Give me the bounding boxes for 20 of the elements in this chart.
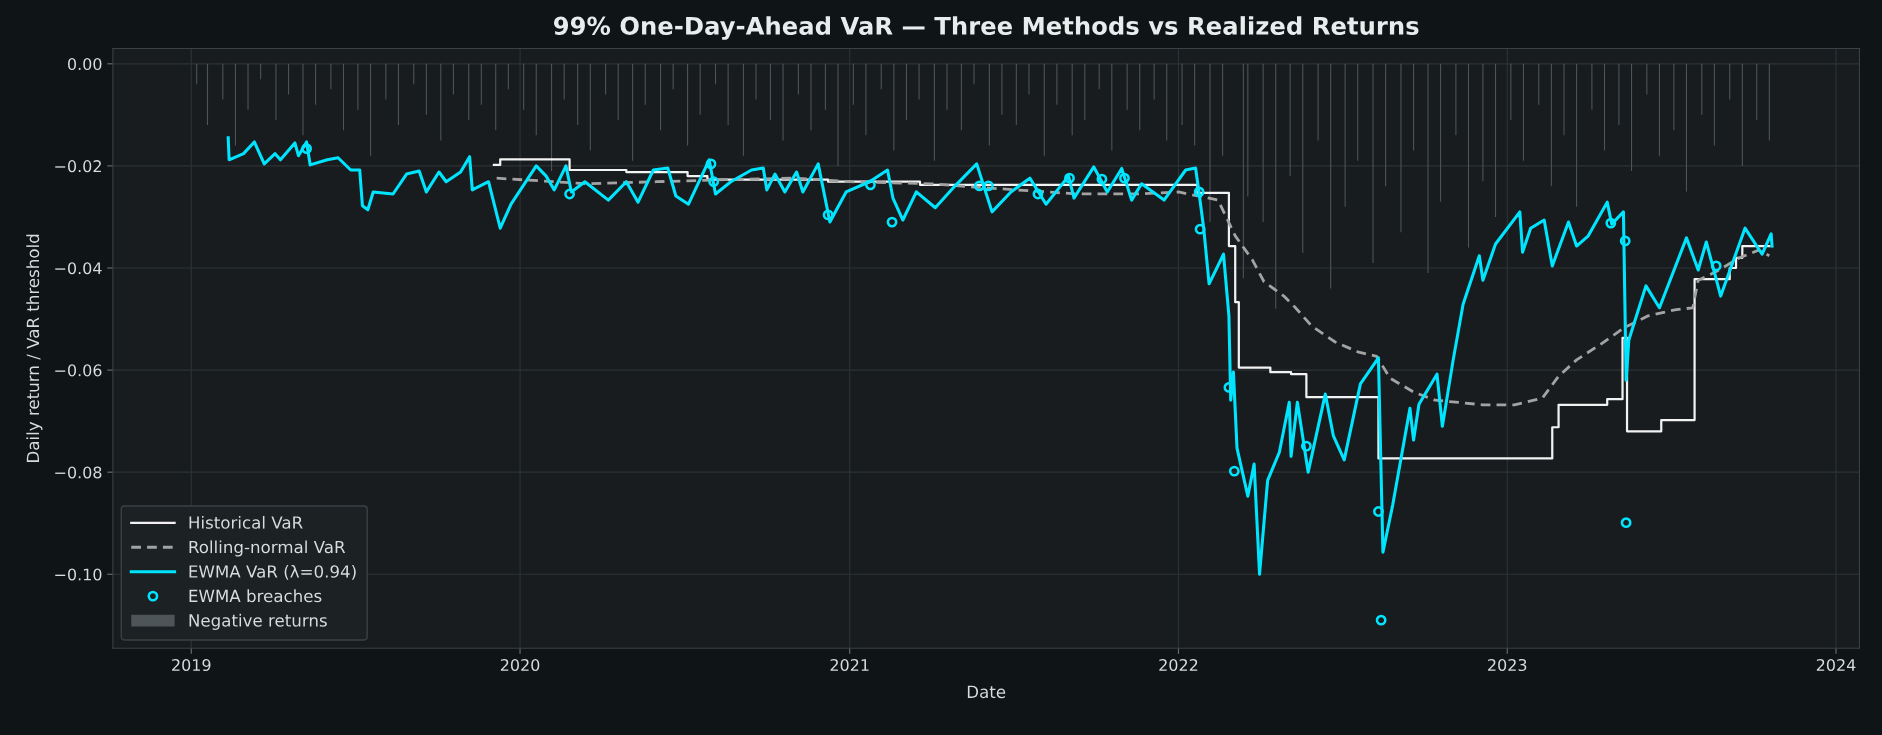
y-axis-title: Daily return / VaR threshold (26, 234, 43, 462)
y-tick-label: −0.02 (55, 160, 101, 173)
y-tick-label: −0.08 (55, 466, 102, 479)
x-tick-label: 2022 (1159, 658, 1198, 672)
legend-label: Rolling-normal VaR (189, 540, 346, 557)
x-tick-label: 2023 (1488, 658, 1527, 672)
x-tick-label: 2021 (830, 658, 869, 672)
legend-label: EWMA VaR (λ=0.94) (189, 564, 356, 580)
y-tick-label: −0.10 (55, 568, 102, 581)
x-tick-label: 2024 (1816, 658, 1856, 672)
legend-label: Negative returns (189, 613, 327, 630)
x-axis-title: Date (967, 685, 1006, 699)
legend-label: Historical VaR (189, 515, 303, 529)
y-tick-label: −0.06 (55, 364, 102, 377)
x-tick-label: 2019 (172, 658, 211, 672)
y-tick-label: 0.00 (67, 58, 102, 71)
chart-title: 99% One-Day-Ahead VaR — Three Methods vs Realized Returns (553, 16, 1419, 40)
y-tick-label: −0.04 (55, 262, 102, 275)
x-tick-label: 2020 (500, 658, 540, 672)
legend-label: EWMA breaches (189, 589, 322, 603)
